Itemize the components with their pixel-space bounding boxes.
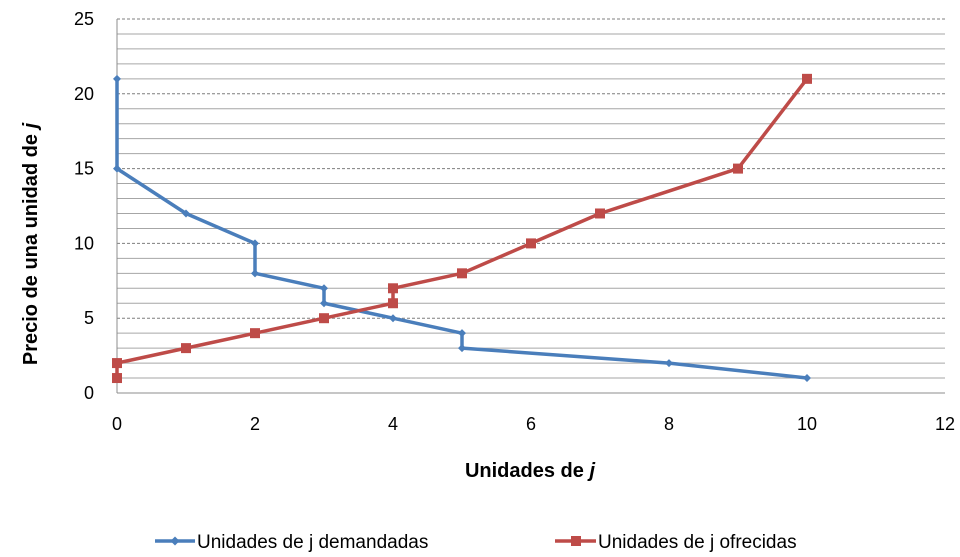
data-point-square [112,373,122,384]
data-point-square [595,208,605,219]
data-point-diamond [182,209,190,218]
legend-marker-demandadas [170,536,180,546]
data-point-square [250,328,260,339]
x-axis-title: Unidades de j [465,460,595,482]
data-point-diamond [665,359,673,368]
data-point-square [802,73,812,84]
data-point-diamond [458,329,466,338]
data-point-diamond [389,314,397,323]
data-point-diamond [320,299,328,308]
legend-label-ofrecidas: Unidades de j ofrecidas [598,532,797,553]
x-tick-label: 0 [112,414,122,434]
x-tick-label: 2 [250,414,260,434]
y-tick-label: 5 [84,308,94,328]
chart-series [112,73,812,384]
y-tick-labels: 0 5 10 15 20 25 [74,9,94,403]
data-point-diamond [113,164,121,173]
data-point-square [319,313,329,324]
x-tick-label: 6 [526,414,536,434]
series-ofrecidas [112,73,812,384]
data-point-diamond [320,284,328,293]
series-demandadas [113,74,811,383]
legend-label-demandadas: Unidades de j demandadas [197,532,428,553]
data-point-square [526,238,536,249]
y-tick-label: 15 [74,159,94,179]
data-point-diamond [251,269,259,278]
x-tick-labels: 0 2 4 6 8 10 12 [112,414,955,434]
y-axis-title: Precio de una unidad de j [20,122,42,365]
data-point-square [388,298,398,309]
series-line [115,77,809,379]
data-point-square [112,358,122,369]
data-point-square [181,343,191,354]
chart-legend: Unidades de j demandadas Unidades de j o… [155,532,797,553]
series-line [115,78,808,380]
legend-marker-ofrecidas [571,536,581,546]
chart-gridlines [117,18,945,379]
x-tick-label: 8 [664,414,674,434]
x-tick-label: 10 [797,414,817,434]
legend-item-demandadas: Unidades de j demandadas [155,532,428,553]
y-tick-label: 10 [74,233,94,253]
x-tick-label: 12 [935,414,955,434]
legend-item-ofrecidas: Unidades de j ofrecidas [555,532,797,553]
y-tick-label: 0 [84,383,94,403]
data-point-square [388,283,398,294]
data-point-diamond [251,239,259,248]
y-tick-label: 20 [74,84,94,104]
data-point-square [457,268,467,279]
data-point-diamond [803,374,811,383]
x-tick-label: 4 [388,414,398,434]
data-point-square [733,163,743,174]
y-tick-label: 25 [74,9,94,29]
data-point-diamond [458,344,466,353]
data-point-diamond [113,74,121,83]
